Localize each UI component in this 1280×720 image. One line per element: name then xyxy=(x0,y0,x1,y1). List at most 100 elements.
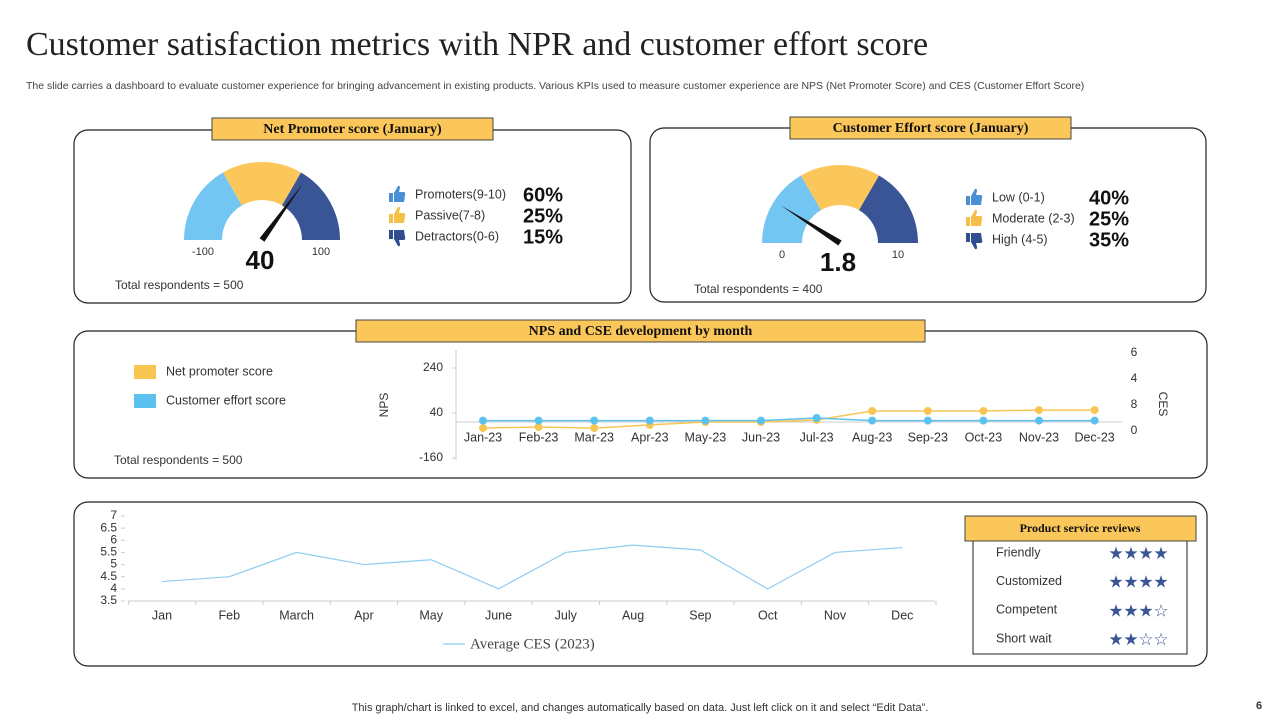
y-tick-label: 6 xyxy=(110,532,117,546)
legend-label: Net promoter score xyxy=(166,364,273,378)
title-box xyxy=(789,116,1072,140)
x-tick-label: Oct-23 xyxy=(965,430,1003,444)
legend-icon xyxy=(389,230,406,247)
y-tick-label: 40 xyxy=(430,405,444,419)
y-tick-label: 3.5 xyxy=(100,593,117,607)
gauge-arc xyxy=(762,175,821,243)
series-point xyxy=(923,416,932,425)
legend-label: High (4-5) xyxy=(992,232,1048,246)
series-point xyxy=(923,406,932,415)
x-tick-label: Jun-23 xyxy=(742,430,780,444)
x-tick-label: Jan xyxy=(152,608,172,622)
legend-icon xyxy=(966,209,983,226)
series-point xyxy=(979,416,988,425)
review-label: Short wait xyxy=(996,631,1052,645)
star: ★ xyxy=(1108,573,1123,593)
legend-label: Promoters(9-10) xyxy=(415,187,506,201)
gauge-arc xyxy=(223,162,301,206)
legend-swatch xyxy=(134,394,156,408)
icon-part xyxy=(971,209,983,226)
x-tick-label: Jul-23 xyxy=(800,430,834,444)
series-point xyxy=(1035,406,1043,415)
gauge-arc xyxy=(184,172,242,240)
legend-icon xyxy=(966,233,983,250)
star: ★ xyxy=(1138,544,1153,564)
y2-tick-label: 8 xyxy=(1131,397,1138,411)
series-point xyxy=(479,424,487,433)
gauge-value: 1.8 xyxy=(820,247,856,277)
y2-tick-label: 4 xyxy=(1131,371,1138,385)
icon-part xyxy=(971,188,983,205)
legend-label: Moderate (2-3) xyxy=(992,211,1075,225)
legend-label: Detractors(0-6) xyxy=(415,229,499,243)
share-value: 60% xyxy=(523,184,563,206)
x-tick-label: Apr xyxy=(354,608,373,622)
x-tick-label: Feb xyxy=(219,608,241,622)
respondents-note: Total respondents = 400 xyxy=(694,282,823,296)
reviews-title: Product service reviews xyxy=(1020,521,1141,535)
star: ★ xyxy=(1123,573,1138,593)
share-value: 25% xyxy=(523,205,563,227)
icon-part xyxy=(966,217,970,226)
gauge-tick-label: -100 xyxy=(192,246,214,258)
x-tick-label: Dec xyxy=(891,608,913,622)
star: ★ xyxy=(1123,601,1138,621)
star-rating: ★ ★ ★ ☆ xyxy=(1108,601,1168,621)
gauge-arc xyxy=(801,164,879,211)
series-point xyxy=(645,416,654,425)
icon-part xyxy=(966,196,970,205)
y-tick-label: 240 xyxy=(423,360,443,374)
legend-label: Low (0-1) xyxy=(992,190,1045,204)
x-tick-label: Feb-23 xyxy=(519,430,559,444)
x-tick-label: Nov xyxy=(824,608,847,622)
icon-part xyxy=(394,185,406,202)
legend-label: Average CES (2023) xyxy=(470,636,595,652)
gauge-tick-label: 10 xyxy=(892,249,904,261)
x-tick-label: Nov-23 xyxy=(1019,430,1059,444)
icon-part xyxy=(389,214,393,223)
x-tick-label: Sep xyxy=(689,608,711,622)
star: ★ xyxy=(1153,544,1168,564)
star: ☆ xyxy=(1153,601,1168,621)
title-box xyxy=(355,319,926,343)
gauge-value: 40 xyxy=(246,245,275,275)
icon-part xyxy=(394,206,406,223)
panel xyxy=(73,501,1208,667)
x-tick-label: May-23 xyxy=(685,430,727,444)
x-tick-label: Jan-23 xyxy=(464,430,502,444)
x-tick-label: July xyxy=(555,608,578,622)
y-tick-label: 5 xyxy=(110,557,117,571)
legend-icon xyxy=(389,206,406,223)
title-box xyxy=(964,515,1197,542)
respondents-note: Total respondents = 500 xyxy=(115,278,244,292)
gauge-needle xyxy=(780,205,842,246)
star-rating: ★ ★ ☆ ☆ xyxy=(1108,630,1168,650)
star: ★ xyxy=(1138,573,1153,593)
y2-tick-label: 0 xyxy=(1131,423,1138,437)
review-label: Customized xyxy=(996,574,1062,588)
share-value: 40% xyxy=(1089,187,1129,209)
series-point xyxy=(1035,416,1043,425)
gauge-arc xyxy=(282,172,340,240)
legend-swatch xyxy=(134,365,156,379)
gauge-tick-label: 100 xyxy=(312,246,330,258)
legend-label: Passive(7-8) xyxy=(415,208,485,222)
series-point xyxy=(534,422,543,431)
x-tick-label: Mar-23 xyxy=(574,430,614,444)
series-point xyxy=(701,416,710,425)
star: ★ xyxy=(1153,573,1168,593)
icon-part xyxy=(389,230,393,239)
y2-tick-label: 6 xyxy=(1131,345,1138,359)
series-point xyxy=(868,416,877,425)
star-rating: ★ ★ ★ ★ xyxy=(1108,544,1168,564)
reviews-table xyxy=(972,540,1188,655)
series-point xyxy=(590,416,599,425)
star: ★ xyxy=(1138,601,1153,621)
gauge-needle xyxy=(259,183,304,242)
page-number: 6 xyxy=(1256,700,1262,712)
icon-part xyxy=(394,230,406,247)
x-tick-label: Sep-23 xyxy=(908,430,948,444)
series-point xyxy=(868,406,877,415)
x-tick-label: Aug-23 xyxy=(852,430,892,444)
